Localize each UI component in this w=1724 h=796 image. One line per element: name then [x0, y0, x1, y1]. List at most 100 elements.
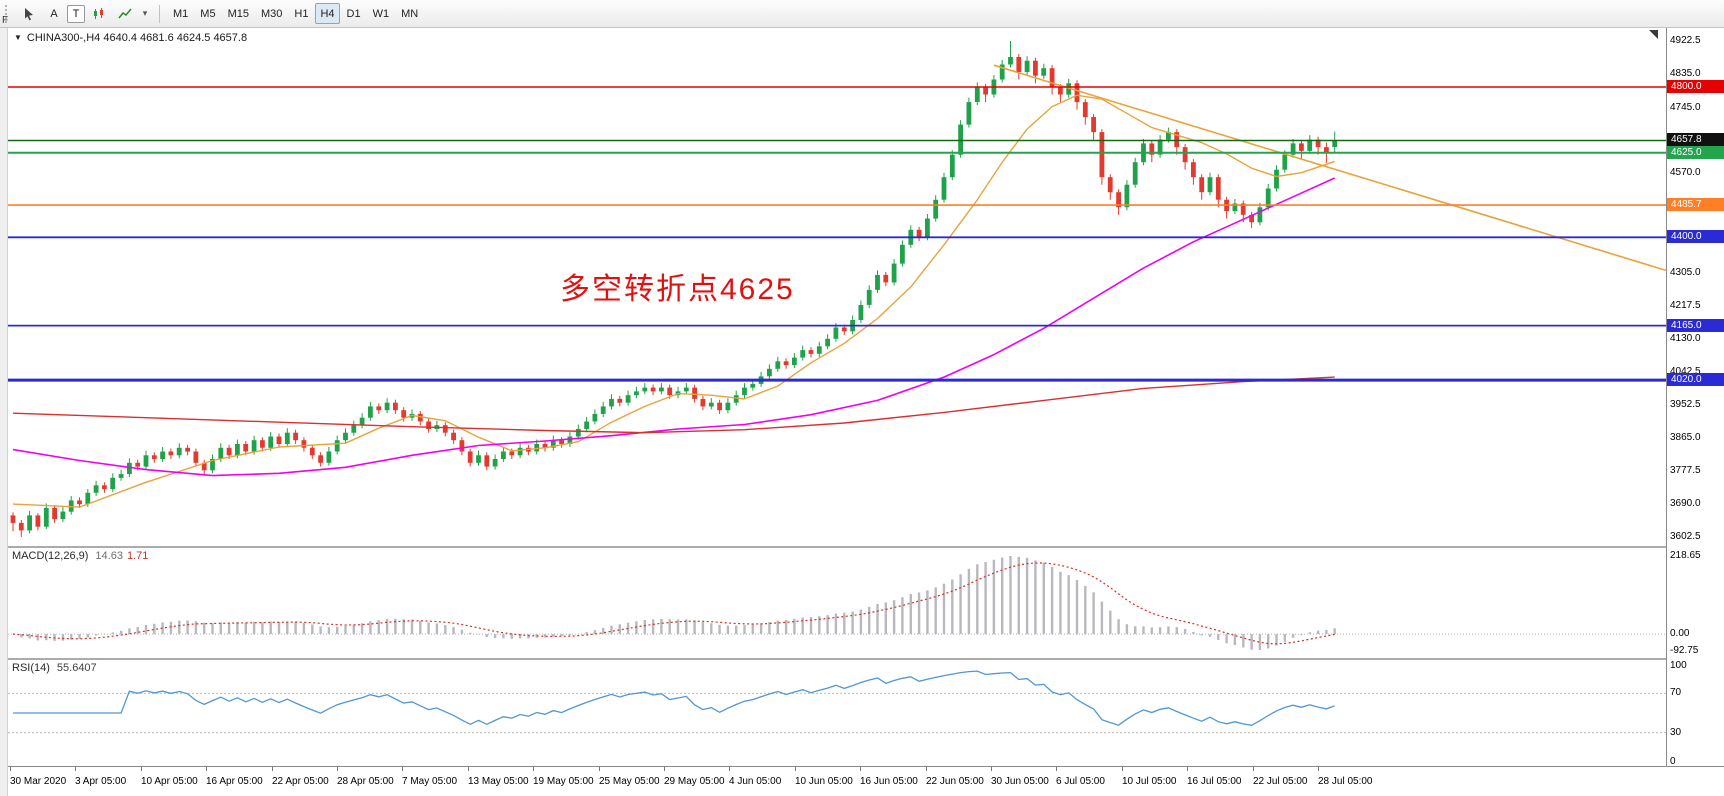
candle-body [1091, 117, 1096, 133]
candle-body [517, 447, 523, 456]
candle-body [127, 462, 132, 475]
candle-body [966, 102, 972, 125]
cursor-tool-button[interactable] [17, 3, 41, 24]
date-axis[interactable]: 30 Mar 2020 3 Apr 05:00 10 Apr 05:00 16 Apr… [8, 766, 1724, 796]
candle-body [52, 507, 57, 520]
main-chart-pane[interactable]: ▼ CHINA300-,H4 4640.4 4681.6 4624.5 4657.… [8, 28, 1724, 546]
chart-type-button[interactable] [87, 3, 111, 24]
candle-body [542, 444, 548, 448]
left-dock-tab[interactable]: F [2, 15, 9, 26]
pane-separator[interactable] [8, 658, 1724, 660]
text-label-tool-button[interactable]: A [43, 3, 65, 24]
macd-signal-line [12, 562, 1335, 645]
candle-body [667, 387, 673, 396]
date-label: 28 Jul 05:00 [1318, 776, 1373, 787]
candle-body [617, 398, 623, 403]
candle-body [1232, 203, 1238, 211]
macd-histogram [20, 556, 1336, 650]
text-tool-button[interactable]: T [67, 4, 85, 23]
candle-body [1307, 139, 1313, 151]
candle-body [1240, 203, 1246, 215]
price-axis[interactable]: 4922.5 4835.0 4745.0 4570.0 4305.0 4217.5 4130… [1666, 28, 1724, 767]
date-tick [860, 767, 861, 771]
date-tick [10, 767, 11, 771]
date-tick [926, 767, 927, 771]
chart-annotation-text[interactable]: 多空转折点4625 [560, 273, 795, 306]
line-chart-icon [118, 8, 132, 18]
toolbar-grip[interactable] [5, 4, 10, 23]
macd-pane[interactable]: MACD(12,26,9) 14.63 1.71 [8, 548, 1724, 658]
candle-body [1332, 140, 1338, 147]
candle-body [77, 500, 82, 505]
candle-body [825, 338, 830, 347]
date-label: 30 Mar 2020 [10, 776, 67, 787]
timeframe-button-mn[interactable]: MN [396, 3, 423, 24]
candle-body [1107, 177, 1113, 193]
timeframe-button-h4[interactable]: H4 [315, 3, 340, 24]
date-tick [1318, 767, 1319, 771]
candle-body [260, 440, 265, 448]
chart-dropdown-caret[interactable]: ▾ [139, 3, 151, 24]
ma-fast-orange [12, 94, 1335, 508]
one-click-trading-arrow[interactable]: ▼ [14, 33, 22, 42]
candle-body [875, 274, 880, 290]
candle-body [492, 459, 498, 467]
pane-separator[interactable] [8, 546, 1724, 548]
date-label: 10 Jun 05:00 [795, 776, 853, 787]
date-label: 29 May 05:00 [664, 776, 725, 787]
candle-body [841, 327, 847, 332]
date-label: 28 Apr 05:00 [337, 776, 394, 787]
date-tick [337, 767, 338, 771]
candle-body [567, 436, 573, 444]
timeframe-label: H4 [320, 7, 335, 20]
candle-body [93, 485, 99, 493]
timeframe-button-m15[interactable]: M15 [223, 3, 254, 24]
candle-body [201, 462, 207, 471]
price-tick-label: 4745.0 [1670, 102, 1701, 113]
date-tick [1122, 767, 1123, 771]
candle-body [858, 305, 864, 320]
candle-body [983, 87, 988, 95]
candle-body [1041, 68, 1047, 76]
candle-body [476, 455, 481, 463]
candle-body [318, 455, 323, 463]
candle-body [1207, 177, 1213, 193]
macd-signal-value: 1.71 [126, 550, 149, 562]
chart-shift-marker[interactable] [1649, 30, 1658, 39]
candle-body [958, 124, 963, 155]
cursor-icon [25, 7, 33, 20]
indicators-button[interactable] [113, 3, 137, 24]
candle-body [584, 421, 589, 429]
candle-body [700, 398, 706, 407]
macd-axis-max: 218.65 [1670, 550, 1701, 561]
timeframe-button-m30[interactable]: M30 [256, 3, 287, 24]
candlestick-chart-icon [94, 7, 103, 19]
timeframe-button-m5[interactable]: M5 [195, 3, 220, 24]
candle-body [999, 64, 1005, 80]
timeframe-button-d1[interactable]: D1 [342, 3, 366, 24]
candle-body [933, 199, 939, 219]
descending-trendline[interactable] [993, 64, 1667, 272]
timeframe-label: MN [401, 7, 419, 20]
candle-body [268, 436, 274, 448]
chart-area[interactable]: ▼ CHINA300-,H4 4640.4 4681.6 4624.5 4657.… [8, 28, 1724, 796]
candle-body [467, 451, 473, 463]
candle-body [501, 451, 506, 459]
date-label: 25 May 05:00 [599, 776, 660, 787]
main-chart-canvas[interactable] [8, 28, 1667, 546]
candle-body [900, 244, 905, 264]
timeframe-label: M5 [200, 7, 216, 20]
candle-body [1124, 184, 1130, 208]
ma-slow-red [12, 376, 1335, 434]
timeframe-button-w1[interactable]: W1 [368, 3, 395, 24]
timeframe-button-h1[interactable]: H1 [289, 3, 313, 24]
candles-layer [10, 41, 1338, 537]
rsi-pane[interactable]: RSI(14) 55.6407 [8, 660, 1724, 766]
candle-body [284, 432, 290, 444]
timeframe-button-m1[interactable]: M1 [168, 3, 193, 24]
candle-body [1299, 143, 1304, 151]
date-label: 30 Jun 05:00 [991, 776, 1049, 787]
date-label: 10 Apr 05:00 [141, 776, 198, 787]
candle-body [442, 425, 448, 433]
date-label: 13 May 05:00 [468, 776, 529, 787]
